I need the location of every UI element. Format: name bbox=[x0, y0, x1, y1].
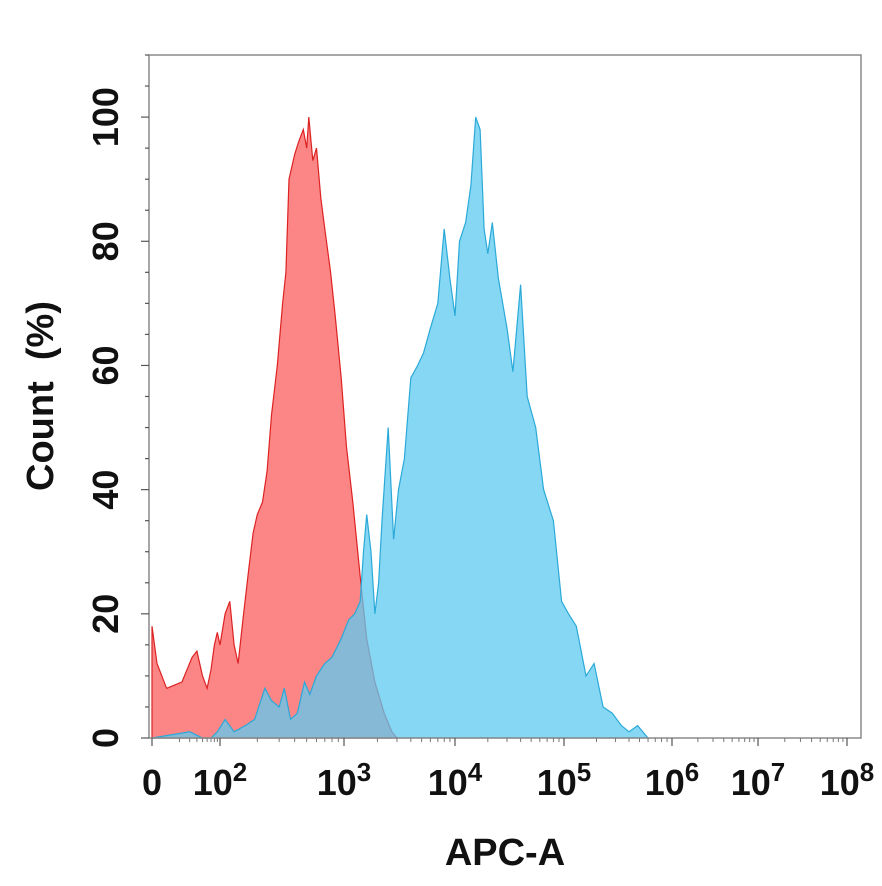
histogram-series-2 bbox=[151, 116, 650, 739]
y-axis-title: Count (%) bbox=[20, 301, 62, 491]
x-tick-label: 0 bbox=[142, 762, 162, 803]
x-tick-label: 108 bbox=[820, 757, 875, 803]
histogram-series-1 bbox=[151, 117, 399, 739]
x-axis-title: APC-A bbox=[445, 832, 565, 874]
x-tick-label: 105 bbox=[537, 757, 592, 803]
x-tick-label: 104 bbox=[428, 757, 483, 803]
y-tick-label: 0 bbox=[85, 728, 126, 748]
y-tick-label: 40 bbox=[85, 470, 126, 510]
y-tick-label: 60 bbox=[85, 345, 126, 385]
x-tick-label: 102 bbox=[193, 757, 248, 803]
x-axis: 0 102 103 104 105 106 107 108 bbox=[142, 738, 874, 803]
y-tick-label: 80 bbox=[85, 221, 126, 261]
y-tick-label: 20 bbox=[85, 594, 126, 634]
y-axis: 0 20 40 60 80 100 bbox=[85, 54, 149, 748]
x-tick-label: 103 bbox=[317, 757, 372, 803]
y-tick-label: 100 bbox=[85, 87, 126, 147]
series-layer bbox=[151, 116, 650, 739]
x-tick-label: 107 bbox=[731, 757, 786, 803]
x-tick-label: 106 bbox=[645, 757, 700, 803]
